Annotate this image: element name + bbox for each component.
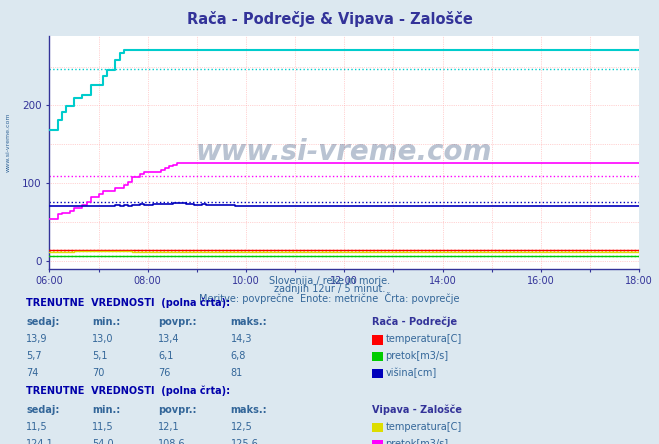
Text: min.:: min.: [92, 405, 121, 415]
Text: temperatura[C]: temperatura[C] [386, 334, 462, 344]
Text: 6,1: 6,1 [158, 351, 173, 361]
Text: 13,9: 13,9 [26, 334, 48, 344]
Text: maks.:: maks.: [231, 405, 268, 415]
Text: 14,3: 14,3 [231, 334, 252, 344]
Text: 12,5: 12,5 [231, 422, 252, 432]
Text: 5,1: 5,1 [92, 351, 108, 361]
Text: sedaj:: sedaj: [26, 405, 60, 415]
Text: višina[cm]: višina[cm] [386, 367, 437, 378]
Text: 12,1: 12,1 [158, 422, 180, 432]
Text: 11,5: 11,5 [26, 422, 48, 432]
Text: 6,8: 6,8 [231, 351, 246, 361]
Text: sedaj:: sedaj: [26, 317, 60, 327]
Text: povpr.:: povpr.: [158, 405, 196, 415]
Text: pretok[m3/s]: pretok[m3/s] [386, 351, 449, 361]
Text: 125,6: 125,6 [231, 439, 258, 444]
Text: min.:: min.: [92, 317, 121, 327]
Text: zadnjih 12ur / 5 minut.: zadnjih 12ur / 5 minut. [273, 284, 386, 294]
Text: 11,5: 11,5 [92, 422, 114, 432]
Text: povpr.:: povpr.: [158, 317, 196, 327]
Text: 124,1: 124,1 [26, 439, 54, 444]
Text: 81: 81 [231, 368, 243, 378]
Text: TRENUTNE  VREDNOSTI  (polna črta):: TRENUTNE VREDNOSTI (polna črta): [26, 298, 231, 309]
Text: Rača - Podrečje & Vipava - Zalošče: Rača - Podrečje & Vipava - Zalošče [186, 11, 473, 27]
Text: www.si-vreme.com: www.si-vreme.com [196, 138, 492, 166]
Text: temperatura[C]: temperatura[C] [386, 422, 462, 432]
Text: 13,0: 13,0 [92, 334, 114, 344]
Text: 108,6: 108,6 [158, 439, 186, 444]
Text: 13,4: 13,4 [158, 334, 180, 344]
Text: maks.:: maks.: [231, 317, 268, 327]
Text: 76: 76 [158, 368, 171, 378]
Text: Meritve: povprečne  Enote: metrične  Črta: povprečje: Meritve: povprečne Enote: metrične Črta:… [199, 292, 460, 304]
Text: 74: 74 [26, 368, 39, 378]
Text: www.si-vreme.com: www.si-vreme.com [5, 112, 11, 172]
Text: Slovenija / reke in morje.: Slovenija / reke in morje. [269, 276, 390, 286]
Text: 5,7: 5,7 [26, 351, 42, 361]
Text: TRENUTNE  VREDNOSTI  (polna črta):: TRENUTNE VREDNOSTI (polna črta): [26, 386, 231, 396]
Text: Rača - Podrečje: Rača - Podrečje [372, 317, 457, 327]
Text: pretok[m3/s]: pretok[m3/s] [386, 439, 449, 444]
Text: Vipava - Zalošče: Vipava - Zalošče [372, 404, 463, 415]
Text: 54,0: 54,0 [92, 439, 114, 444]
Text: 70: 70 [92, 368, 105, 378]
